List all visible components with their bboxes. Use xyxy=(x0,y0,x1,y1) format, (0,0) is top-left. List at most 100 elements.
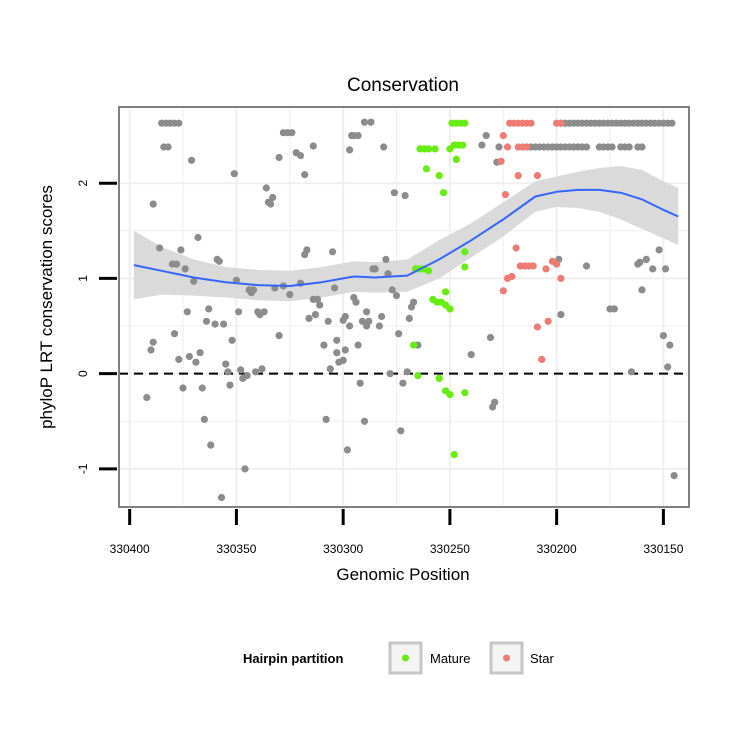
point-other xyxy=(262,184,270,192)
point-other xyxy=(275,332,283,340)
point-other xyxy=(380,143,388,151)
point-other xyxy=(269,193,277,202)
point-other xyxy=(192,358,200,366)
point-other xyxy=(288,129,296,137)
point-other xyxy=(661,265,670,273)
point-other xyxy=(367,118,375,126)
point-other xyxy=(341,312,349,321)
point-mature xyxy=(450,451,458,459)
point-other xyxy=(205,305,213,313)
point-other xyxy=(495,143,503,151)
y-tick-label: -1 xyxy=(76,463,90,474)
point-other xyxy=(363,322,371,330)
point-other xyxy=(237,366,245,374)
legend: Hairpin partition Mature Star xyxy=(243,641,555,675)
legend-label-star: Star xyxy=(530,651,555,666)
x-tick-label: 330300 xyxy=(323,542,363,556)
point-other xyxy=(467,351,475,359)
point-other xyxy=(582,262,591,270)
point-other xyxy=(666,341,674,349)
point-other xyxy=(333,349,341,357)
point-star xyxy=(523,143,531,151)
point-other xyxy=(316,301,324,309)
point-other xyxy=(211,320,219,328)
point-star xyxy=(557,119,565,127)
point-other xyxy=(346,146,354,154)
point-other xyxy=(356,379,364,387)
point-other xyxy=(286,291,294,299)
point-other xyxy=(354,132,362,140)
point-star xyxy=(514,172,522,180)
point-other xyxy=(196,349,204,357)
point-other xyxy=(322,415,330,423)
point-other xyxy=(655,246,663,254)
point-other xyxy=(390,189,398,197)
point-other xyxy=(179,384,187,392)
point-other xyxy=(608,143,616,151)
point-other xyxy=(395,330,403,338)
point-other xyxy=(175,355,183,363)
point-other xyxy=(410,298,418,306)
plot-border xyxy=(118,106,690,508)
confidence-band xyxy=(133,166,679,302)
point-mature xyxy=(414,372,422,380)
y-axis-title: phyloP LRT conservation scores xyxy=(37,185,56,429)
y-tick-label: 1 xyxy=(76,275,90,282)
point-other xyxy=(190,277,198,285)
point-other xyxy=(200,415,208,423)
point-other xyxy=(358,317,366,325)
point-mature xyxy=(461,248,469,256)
point-other xyxy=(181,265,189,273)
point-other xyxy=(333,336,341,344)
point-other xyxy=(482,132,490,140)
point-other xyxy=(243,372,251,380)
legend-star-dot xyxy=(503,654,510,662)
point-other xyxy=(343,446,351,454)
point-other xyxy=(397,427,405,435)
x-axis: 330400 330350 330300 330250 330200 330150 xyxy=(110,509,684,556)
y-tick-label: 0 xyxy=(76,370,90,377)
point-mature xyxy=(410,341,418,349)
point-other xyxy=(188,156,196,164)
point-other xyxy=(375,322,383,330)
point-other xyxy=(491,398,499,406)
point-other xyxy=(198,384,206,392)
y-tick-label: 2 xyxy=(76,180,90,187)
point-star xyxy=(533,172,542,180)
plot-background xyxy=(119,107,689,507)
point-other xyxy=(147,346,155,354)
point-other xyxy=(331,284,339,292)
point-other xyxy=(350,293,358,302)
point-other xyxy=(175,119,183,127)
x-tick-label: 330250 xyxy=(430,542,470,556)
point-mature xyxy=(422,165,430,173)
point-other xyxy=(241,465,249,473)
point-other xyxy=(405,314,413,322)
point-other xyxy=(341,346,349,354)
point-mature xyxy=(442,288,450,296)
point-other xyxy=(371,265,379,273)
point-other xyxy=(326,365,334,373)
point-other xyxy=(625,143,633,151)
point-other xyxy=(324,317,332,325)
point-other xyxy=(557,311,565,319)
point-other xyxy=(659,332,668,340)
point-other xyxy=(258,365,266,373)
point-other xyxy=(311,311,319,319)
point-mature xyxy=(425,145,433,153)
point-other xyxy=(636,258,644,266)
point-star xyxy=(529,262,537,270)
x-axis-title: Genomic Position xyxy=(336,565,469,584)
point-mature xyxy=(461,263,469,271)
point-other xyxy=(486,333,495,342)
point-other xyxy=(384,270,392,278)
x-tick-label: 330400 xyxy=(110,542,150,556)
point-other xyxy=(149,200,157,208)
point-other xyxy=(224,368,232,376)
point-other xyxy=(220,320,228,328)
point-star xyxy=(503,274,512,282)
point-other xyxy=(156,244,164,252)
x-tick-label: 330200 xyxy=(537,542,577,556)
point-other xyxy=(346,322,354,330)
point-other xyxy=(215,257,223,265)
